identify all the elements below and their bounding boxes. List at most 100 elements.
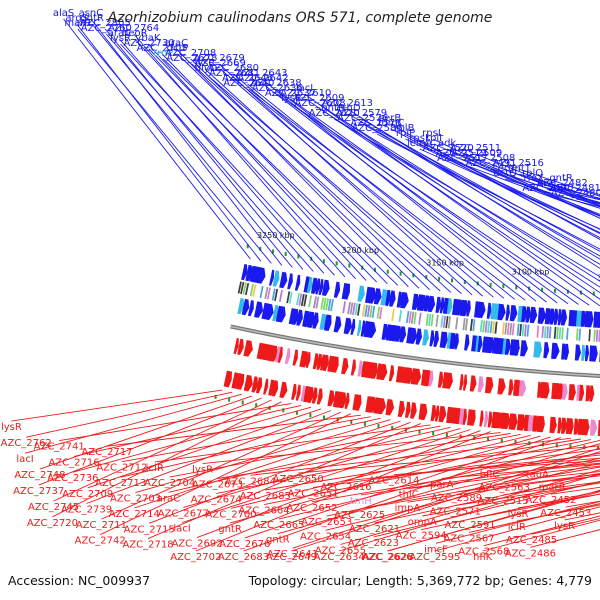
cds-segment (376, 306, 381, 319)
gene-feature (397, 400, 405, 418)
gene-label: AZC_2742 (75, 536, 126, 547)
gene-feature (385, 289, 391, 307)
label-leader-line (408, 465, 600, 489)
gene-label: AZC_2655 (315, 546, 366, 557)
gene-label: AZC_2684 (225, 476, 276, 487)
gene-feature (312, 312, 319, 329)
gene-label: iclR (146, 463, 164, 474)
gene-feature (376, 397, 386, 415)
gene-feature (521, 306, 528, 323)
gene-feature (294, 274, 301, 291)
label-leader-line (77, 28, 272, 264)
gene-feature (553, 308, 559, 325)
gene-feature (469, 375, 477, 392)
label-leader-line (318, 103, 600, 294)
gene-feature (327, 390, 335, 407)
gene-feature (367, 321, 377, 338)
gene-feature (581, 344, 586, 361)
gene-feature (272, 270, 280, 287)
gene-label: AZC_2515 (478, 496, 529, 507)
label-leader-line (120, 417, 381, 478)
gene-label: AZC_2486 (505, 548, 556, 559)
gene-feature (241, 298, 250, 316)
label-leader-line (319, 108, 600, 288)
gene-feature (264, 303, 274, 321)
cds-segment (347, 302, 351, 315)
cds-segment (242, 282, 247, 295)
gene-label: imcF (424, 544, 448, 555)
label-leader-line (220, 68, 483, 297)
label-leader-line (504, 471, 600, 483)
gene-feature (529, 306, 538, 324)
label-leader-line (517, 493, 600, 509)
gene-label: AZC_2509 (451, 148, 502, 159)
gene-label: hflC (480, 469, 500, 480)
scale-tick (399, 271, 402, 276)
gene-label: lysR (508, 509, 529, 520)
gene-feature (497, 378, 506, 395)
gene-label: AZC_2453 (540, 508, 591, 519)
gene-label: AZC_2677 (158, 508, 209, 519)
gene-feature (307, 386, 314, 403)
cds-segment (357, 303, 361, 316)
gene-feature (535, 341, 542, 358)
gene-label: AZC_2741 (34, 442, 85, 453)
scale-tick (295, 410, 298, 415)
reverse-gene-labels: lysR AZC_2762 lacI AZC_2748 AZC_2737 AZC_2745… (1, 422, 592, 563)
gene-label: AZC_2680 (208, 63, 259, 74)
cds-segment (325, 298, 329, 311)
label-leader-line (120, 43, 335, 276)
gene-label: AZC_2748 (14, 470, 65, 481)
gene-label: argS (65, 13, 88, 24)
cds-color-track (237, 281, 600, 342)
label-leader-line (161, 53, 388, 285)
gene-feature (300, 385, 306, 402)
kbp-label: 3100 kbp (512, 268, 550, 277)
gene-label: rpsJ (409, 133, 428, 144)
gene-label: alaS (53, 8, 74, 19)
cds-segment (536, 325, 540, 338)
cds-segment (588, 329, 591, 342)
scale-tick (445, 432, 448, 437)
gene-label: AZC_2713 (95, 478, 146, 489)
gene-label: lysR (110, 33, 131, 44)
gene-feature (292, 349, 298, 366)
gene-feature (540, 307, 545, 324)
cds-segment (296, 293, 300, 306)
gene-label: lysR (194, 58, 215, 69)
cds-segment (279, 289, 283, 302)
cds-segment (410, 311, 415, 324)
gene-label: AZC_2614 (368, 476, 419, 487)
label-leader-line (216, 433, 521, 494)
gene-feature (544, 382, 550, 399)
gene-label: AZC_2736 (47, 473, 98, 484)
scale-tick (335, 261, 338, 266)
gene-label: AZC_2678 (166, 53, 217, 64)
scale-tick (500, 438, 503, 443)
gene-feature (520, 340, 528, 357)
gene-label: AZC_2508 (464, 153, 515, 164)
gene-label: AZC_2620 (309, 108, 360, 119)
gene-feature (462, 408, 467, 425)
cds-segment (516, 323, 520, 336)
cds-segment (479, 320, 483, 333)
label-leader-line (134, 38, 356, 280)
gene-label: secY (493, 163, 517, 174)
gene-label: AZC_2511 (450, 143, 501, 154)
gene-label: AZC_2641 (267, 549, 318, 560)
label-leader-line (461, 158, 600, 215)
gene-label: AZC_2679 (194, 53, 245, 64)
scale-tick (463, 280, 466, 284)
label-leader-line (441, 463, 600, 479)
label-leader-line (275, 88, 558, 304)
cds-segment (521, 324, 525, 337)
gene-feature (312, 353, 319, 370)
cds-segment (271, 288, 276, 301)
scale-tick (418, 429, 421, 434)
gene-label: AZC_2673 (192, 480, 243, 491)
gene-label: araJ (537, 178, 556, 189)
gene-label: AZC_2714 (109, 509, 160, 520)
gene-feature (291, 383, 297, 400)
gene-feature (561, 417, 567, 434)
gene-label: marR (539, 482, 566, 493)
